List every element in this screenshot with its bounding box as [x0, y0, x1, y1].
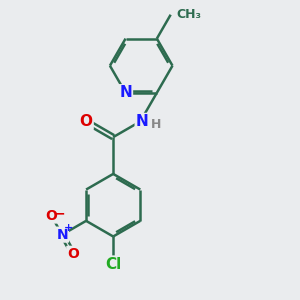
Text: N: N [56, 228, 68, 242]
Text: H: H [151, 118, 161, 131]
Text: N: N [119, 85, 132, 100]
Text: −: − [53, 207, 65, 221]
Text: Cl: Cl [105, 256, 121, 272]
Text: O: O [80, 114, 93, 129]
Text: O: O [45, 208, 57, 223]
Text: O: O [67, 247, 79, 261]
Text: N: N [136, 114, 148, 129]
Text: CH₃: CH₃ [176, 8, 201, 21]
Text: +: + [64, 224, 73, 233]
